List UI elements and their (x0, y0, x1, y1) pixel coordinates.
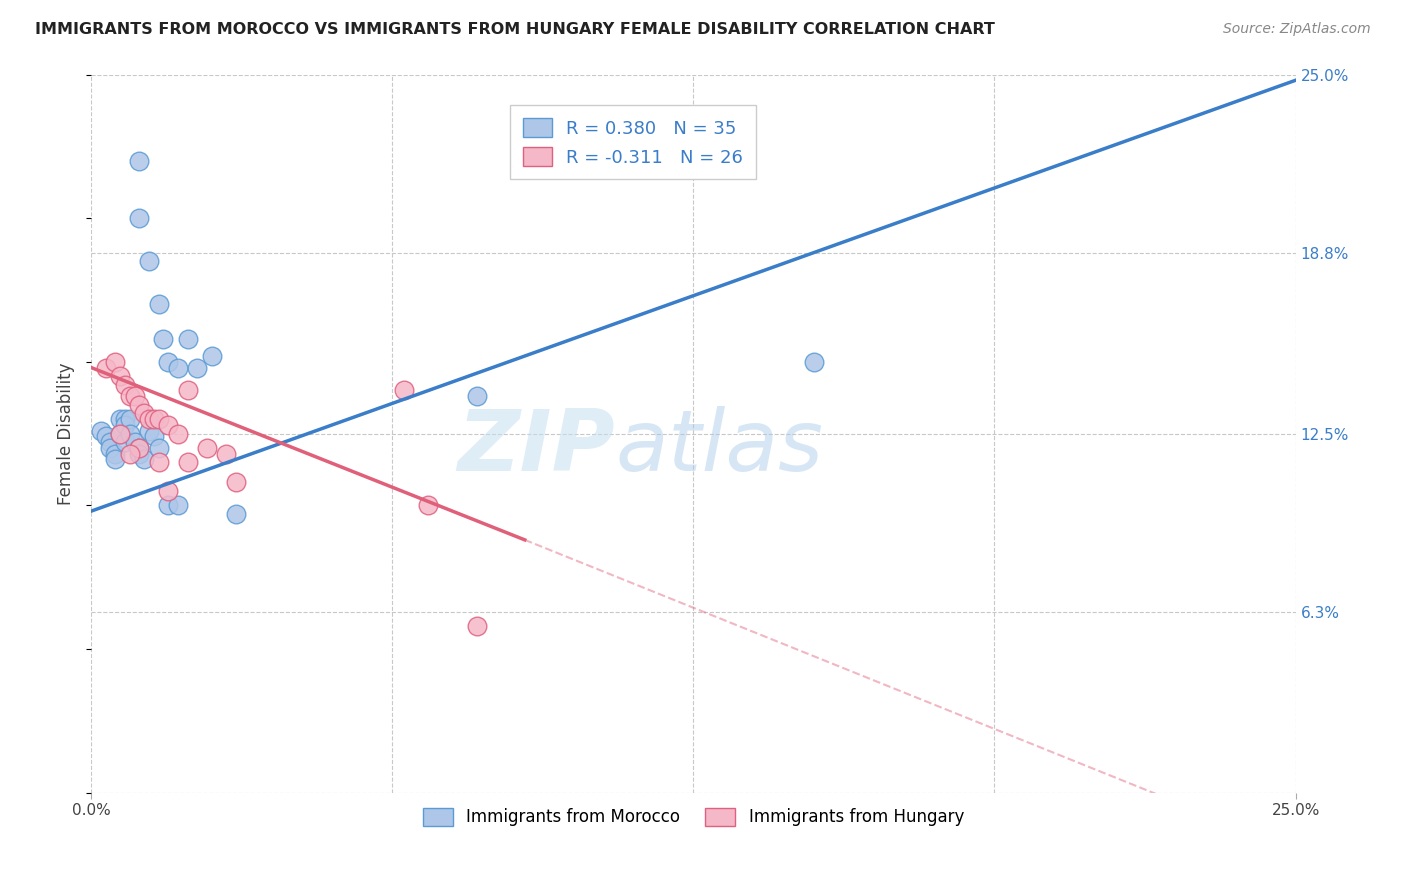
Point (128, 447, 150, 461)
Point (104, 447, 127, 461)
Point (108, 426, 131, 441)
Point (148, 412, 170, 426)
Text: Source: ZipAtlas.com: Source: ZipAtlas.com (1223, 22, 1371, 37)
Point (465, 389, 488, 403)
Point (100, 435, 122, 450)
Point (128, 211, 150, 226)
Point (118, 426, 141, 441)
Point (118, 447, 141, 461)
Point (148, 441, 170, 455)
Point (108, 369, 131, 384)
Point (108, 412, 131, 426)
Point (152, 332, 174, 346)
Point (176, 384, 198, 398)
Point (142, 429, 165, 443)
Point (176, 332, 198, 346)
Point (124, 389, 146, 403)
Point (148, 297, 170, 311)
Point (225, 507, 247, 521)
Point (94, 360, 117, 375)
Point (134, 407, 156, 421)
Point (128, 153, 150, 168)
Point (157, 417, 180, 432)
Point (134, 452, 156, 467)
Point (167, 426, 190, 441)
Point (167, 360, 190, 375)
Point (200, 349, 222, 363)
Point (114, 435, 136, 450)
Point (138, 254, 160, 268)
Text: atlas: atlas (614, 407, 823, 490)
Text: ZIP: ZIP (457, 407, 614, 490)
Point (114, 377, 136, 392)
Point (195, 441, 218, 455)
Point (104, 452, 127, 467)
Point (157, 355, 180, 369)
Point (157, 483, 180, 498)
Point (225, 475, 247, 490)
Point (138, 412, 160, 426)
Point (108, 426, 131, 441)
Point (104, 355, 127, 369)
Point (142, 412, 165, 426)
Point (138, 424, 160, 438)
Point (803, 355, 825, 369)
Point (167, 499, 190, 513)
Point (114, 412, 136, 426)
Point (118, 389, 141, 403)
Point (176, 455, 198, 469)
Point (128, 441, 150, 455)
Point (124, 435, 146, 450)
Point (114, 417, 136, 432)
Point (94, 429, 117, 443)
Point (148, 455, 170, 469)
Point (215, 447, 238, 461)
Point (118, 412, 141, 426)
Text: IMMIGRANTS FROM MOROCCO VS IMMIGRANTS FROM HUNGARY FEMALE DISABILITY CORRELATION: IMMIGRANTS FROM MOROCCO VS IMMIGRANTS FR… (35, 22, 995, 37)
Y-axis label: Female Disability: Female Disability (58, 362, 75, 505)
Point (418, 499, 440, 513)
Legend: Immigrants from Morocco, Immigrants from Hungary: Immigrants from Morocco, Immigrants from… (415, 799, 972, 835)
Point (394, 384, 416, 398)
Point (465, 619, 488, 633)
Point (128, 441, 150, 455)
Point (90, 424, 112, 438)
Point (100, 441, 122, 455)
Point (157, 499, 180, 513)
Point (186, 360, 208, 375)
Point (128, 398, 150, 412)
